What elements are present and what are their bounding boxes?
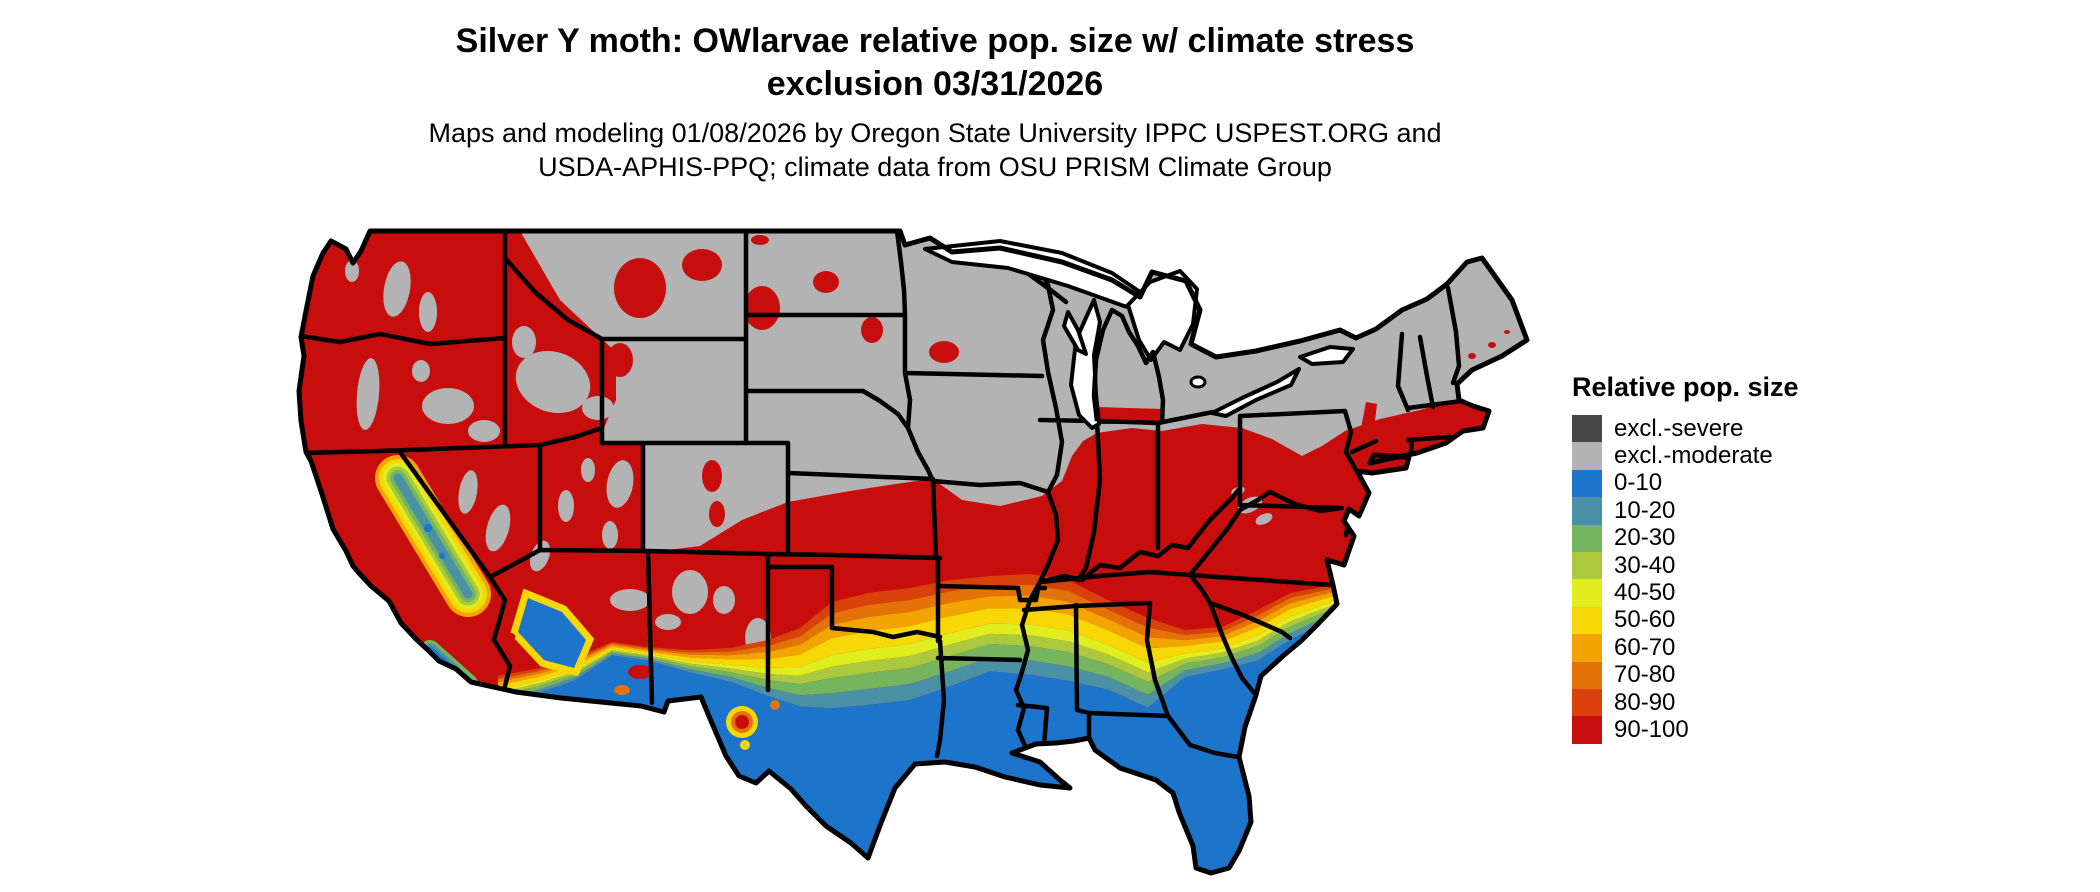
- legend-entry-label: excl.-moderate: [1614, 442, 1773, 470]
- legend-swatch: [1572, 497, 1602, 525]
- legend-entry: 80-90: [1572, 688, 1902, 717]
- legend-entry-label: 40-50: [1614, 579, 1676, 607]
- legend-entry: 60-70: [1572, 633, 1902, 662]
- band-80-90: [498, 574, 1365, 679]
- great-lake: [1062, 310, 1088, 356]
- legend-entry-label: 90-100: [1614, 716, 1689, 743]
- legend-swatch: [1572, 579, 1602, 607]
- state-borders: [299, 231, 1465, 760]
- great-lake: [1210, 367, 1301, 418]
- legend-entry-label: 60-70: [1614, 633, 1676, 661]
- legend-entry: 40-50: [1572, 579, 1902, 607]
- legend-entry-label: 20-30: [1614, 524, 1676, 552]
- legend-swatch: [1572, 524, 1602, 552]
- title-line-2: exclusion 03/31/2026: [766, 65, 1104, 103]
- legend-entry-label: 30-40: [1614, 551, 1676, 579]
- legend-entry: 70-80: [1572, 661, 1902, 689]
- legend-entry-label: excl.-severe: [1614, 414, 1744, 442]
- legend-swatch: [1572, 469, 1602, 498]
- legend-swatch: [1572, 634, 1602, 662]
- legend-swatch: [1572, 551, 1602, 580]
- conus-outline: [296, 228, 1530, 876]
- legend-entry: 10-20: [1572, 496, 1902, 525]
- band-40-50: [498, 596, 1365, 693]
- figure-subtitle: Maps and modeling 01/08/2026 by Oregon S…: [120, 116, 1750, 184]
- legend-rows: excl.-severe excl.-moderate 0-10 10-20 20-30…: [1572, 415, 1902, 744]
- legend-entry: 30-40: [1572, 551, 1902, 580]
- figure-title: Silver Y moth: OWlarvae relative pop. si…: [120, 20, 1750, 106]
- legend-entry: 20-30: [1572, 524, 1902, 552]
- legend-entry: excl.-moderate: [1572, 442, 1902, 470]
- subtitle-line-2: USDA-APHIS-PPQ; climate data from OSU PR…: [538, 152, 1332, 182]
- title-line-1: Silver Y moth: OWlarvae relative pop. si…: [455, 22, 1415, 60]
- band-10-20: [498, 608, 1365, 709]
- legend-swatch: [1572, 661, 1602, 689]
- legend-entry: excl.-severe: [1572, 414, 1902, 443]
- legend-entry-label: 80-90: [1614, 688, 1676, 716]
- legend-swatch: [1572, 415, 1602, 443]
- legend: Relative pop. size excl.-severe excl.-mod…: [1572, 372, 1902, 744]
- band-70-80: [498, 583, 1365, 682]
- great-lake: [1298, 345, 1355, 366]
- subtitle-line-1: Maps and modeling 01/08/2026 by Oregon S…: [428, 118, 1442, 148]
- legend-swatch: [1572, 716, 1602, 744]
- legend-entry: 0-10: [1572, 469, 1902, 498]
- legend-entry: 50-60: [1572, 606, 1902, 635]
- legend-swatch: [1572, 442, 1602, 470]
- legend-entry: 90-100: [1572, 716, 1902, 744]
- legend-entry-label: 10-20: [1614, 496, 1676, 524]
- legend-swatch: [1572, 688, 1602, 717]
- legend-entry-label: 0-10: [1614, 469, 1663, 497]
- legend-entry-label: 70-80: [1614, 661, 1676, 689]
- legend-title: Relative pop. size: [1572, 372, 1799, 402]
- michigan-mitten-outline: [1091, 307, 1166, 424]
- legend-entry-label: 50-60: [1614, 606, 1676, 634]
- legend-swatch: [1572, 606, 1602, 635]
